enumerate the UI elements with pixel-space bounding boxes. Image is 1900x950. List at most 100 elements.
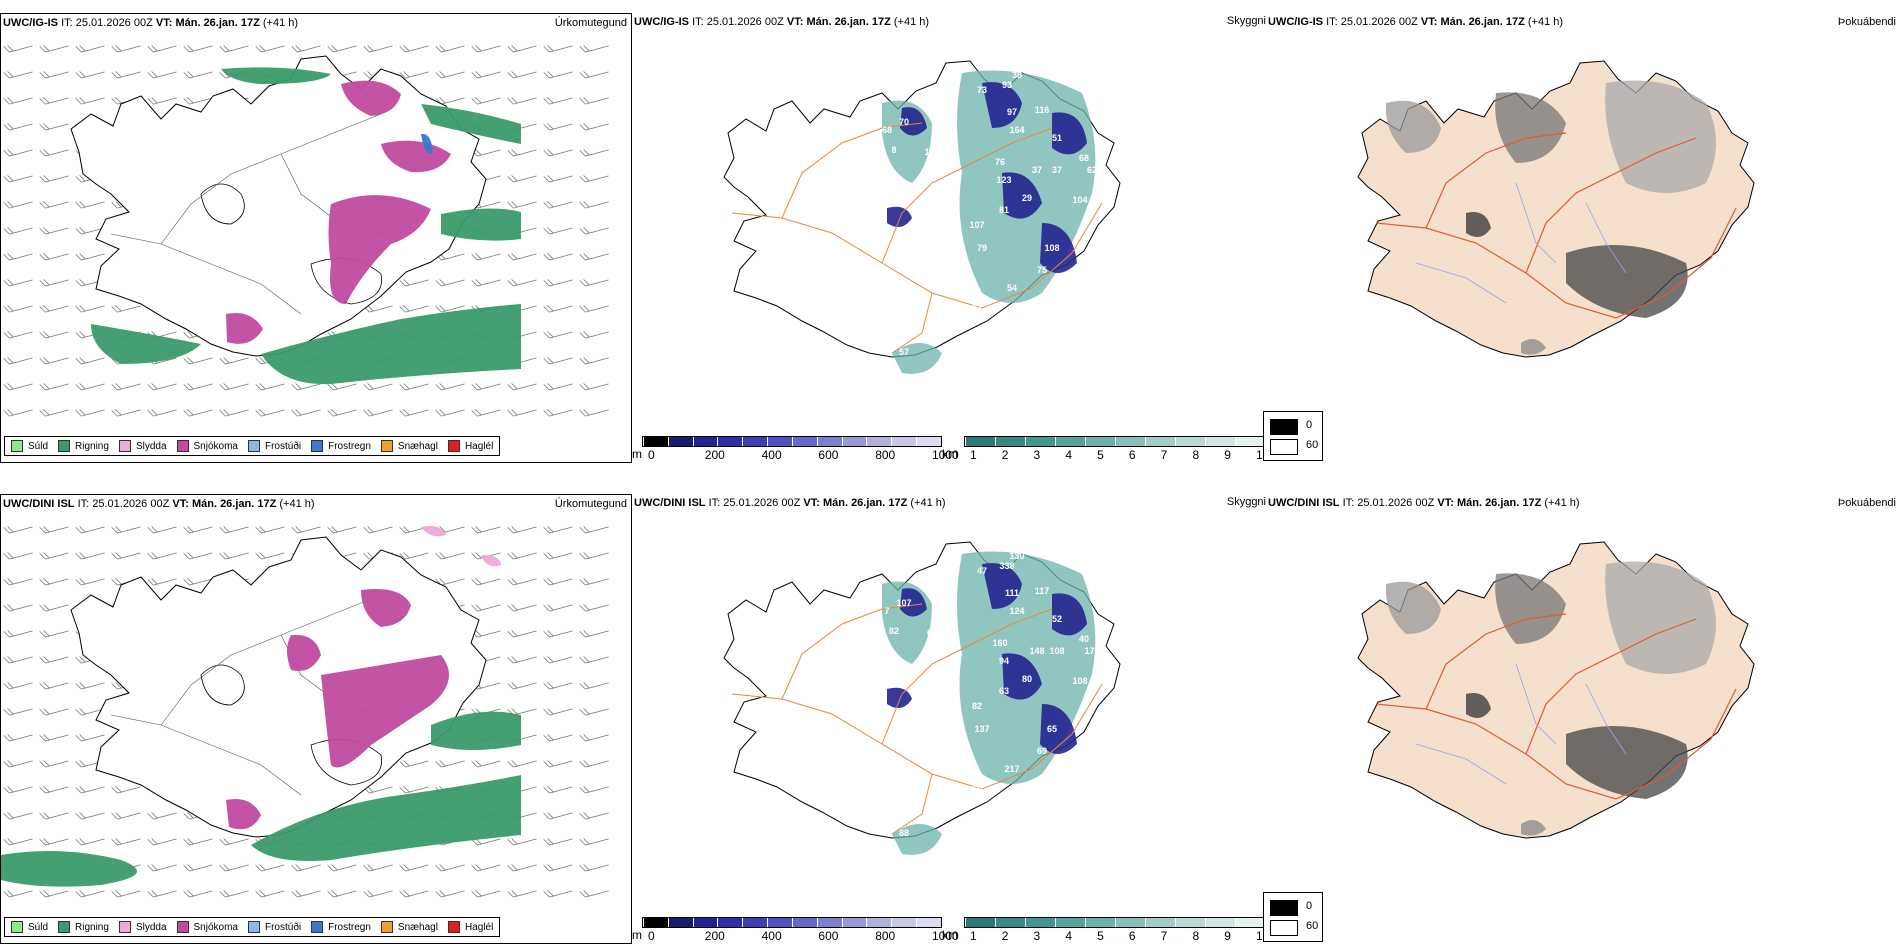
panel-header: UWC/IG-IS IT: 25.01.2026 00Z VT: Mán. 26… <box>634 16 929 28</box>
legend-swatch <box>118 921 131 933</box>
colorbar-cell <box>1055 437 1085 446</box>
visibility-value-label: 111 <box>1005 588 1019 598</box>
visibility-value-label: 8 <box>891 145 896 155</box>
wind-barb <box>219 864 249 872</box>
colorbar-cell <box>1205 918 1235 927</box>
colorbar-cell <box>692 918 718 927</box>
model-name: UWC/DINI ISL <box>3 498 75 510</box>
visibility-value-label: 47 <box>977 566 987 576</box>
it-label: IT: <box>1326 16 1338 28</box>
colorbar-tick: 2 <box>1001 929 1009 943</box>
legend-item: Haglél <box>447 921 493 933</box>
visibility-value-label: 60 <box>972 784 982 794</box>
colorbar-unit: m <box>632 928 642 942</box>
visibility-m-colorbar: m 0 200 400 600 800 1000 <box>632 436 959 463</box>
wind-barb <box>471 97 501 105</box>
wind-barb <box>147 864 177 872</box>
roads <box>1375 613 1737 800</box>
wind-barb <box>39 630 69 638</box>
wind-barb <box>3 383 33 391</box>
wind-barb <box>543 149 573 157</box>
vt-label: VT: <box>803 497 820 509</box>
wind-barb <box>363 864 393 872</box>
wind-barb <box>219 357 249 365</box>
colorbar-cell <box>767 437 792 446</box>
panel-title: Skyggni <box>1226 496 1266 508</box>
wind-barb <box>543 331 573 339</box>
legend-label: Frostúði <box>264 440 302 452</box>
wind-barb <box>39 708 69 716</box>
wind-barb <box>75 383 105 391</box>
wind-barb <box>3 656 33 664</box>
it-value: 25.01.2026 00Z <box>706 16 784 28</box>
wind-barb <box>291 409 321 417</box>
lead-time: (+41 h) <box>1544 497 1580 509</box>
panel-header: UWC/DINI ISL IT: 25.01.2026 00Z VT: Mán.… <box>1268 497 1580 509</box>
wind-barb <box>399 279 429 287</box>
wind-barb <box>507 604 537 612</box>
wind-barb <box>3 760 33 768</box>
wind-barb <box>183 71 213 79</box>
legend-label: Súld <box>28 921 49 933</box>
wind-barb <box>579 786 609 794</box>
wind-barb <box>507 760 537 768</box>
wind-barb <box>111 383 141 391</box>
wind-barb <box>183 357 213 365</box>
colorbar-cell <box>841 437 867 446</box>
legend-swatch <box>247 921 260 933</box>
colorbar-cell <box>767 918 792 927</box>
colorbar-cell <box>692 437 718 446</box>
visibility-value-label: 170 <box>1084 646 1099 656</box>
colorbar-unit: km <box>942 928 958 942</box>
wind-barb <box>543 890 573 898</box>
colorbar-cell <box>891 437 917 446</box>
wind-barb <box>39 409 69 417</box>
visibility-value-label: 104 <box>1072 195 1087 205</box>
wind-barb <box>75 409 105 417</box>
wind-barb <box>111 71 141 79</box>
wind-barb <box>543 838 573 846</box>
visibility-value-label: 94 <box>999 656 1009 666</box>
legend-item: Súld <box>11 440 48 452</box>
legend-label: Snæhagl <box>397 921 438 933</box>
visibility-value-label: 108 <box>1072 676 1087 686</box>
colorbar-tick: 7 <box>1160 929 1168 943</box>
wind-barb <box>579 409 609 417</box>
wind-barb <box>183 97 213 105</box>
colorbar-unit: m <box>632 447 642 461</box>
wind-barb <box>75 786 105 794</box>
colorbar-cell <box>791 437 817 446</box>
wind-barb <box>219 838 249 846</box>
wind-barb <box>579 630 609 638</box>
vt-label: VT: <box>1420 16 1438 28</box>
panel-header: UWC/IG-IS IT: 25.01.2026 00Z VT: Mán. 26… <box>3 17 298 29</box>
fog-indicator-area <box>1521 339 1546 355</box>
wind-barb <box>3 149 33 157</box>
wind-barb <box>507 838 537 846</box>
wind-barb <box>255 552 285 560</box>
wind-barb <box>579 279 609 287</box>
wind-barb <box>39 656 69 664</box>
colorbar-cell <box>995 437 1025 446</box>
wind-barb <box>543 812 573 820</box>
wind-barb <box>543 305 573 313</box>
precip-area <box>441 208 521 241</box>
colorbar-cells <box>642 436 942 447</box>
wind-barb <box>147 578 177 586</box>
visibility-value-label: 38 <box>1012 70 1022 80</box>
wind-barb <box>471 578 501 586</box>
wind-barb <box>3 682 33 690</box>
precip-type-legend: Súld Rigning Slydda Snjókoma Frostúði Frostre… <box>4 436 501 456</box>
colorbar-tick: 400 <box>761 929 782 943</box>
colorbar-cell <box>866 918 892 927</box>
legend-label: Rigning <box>75 440 109 452</box>
legend-label: Slydda <box>135 921 167 933</box>
colorbar-tick: 8 <box>1192 448 1200 462</box>
wind-barb <box>579 526 609 534</box>
colorbar-cell <box>1055 918 1085 927</box>
wind-barb <box>471 383 501 391</box>
wind-barb <box>579 682 609 690</box>
wind-barb <box>543 682 573 690</box>
legend-swatch <box>58 921 71 933</box>
